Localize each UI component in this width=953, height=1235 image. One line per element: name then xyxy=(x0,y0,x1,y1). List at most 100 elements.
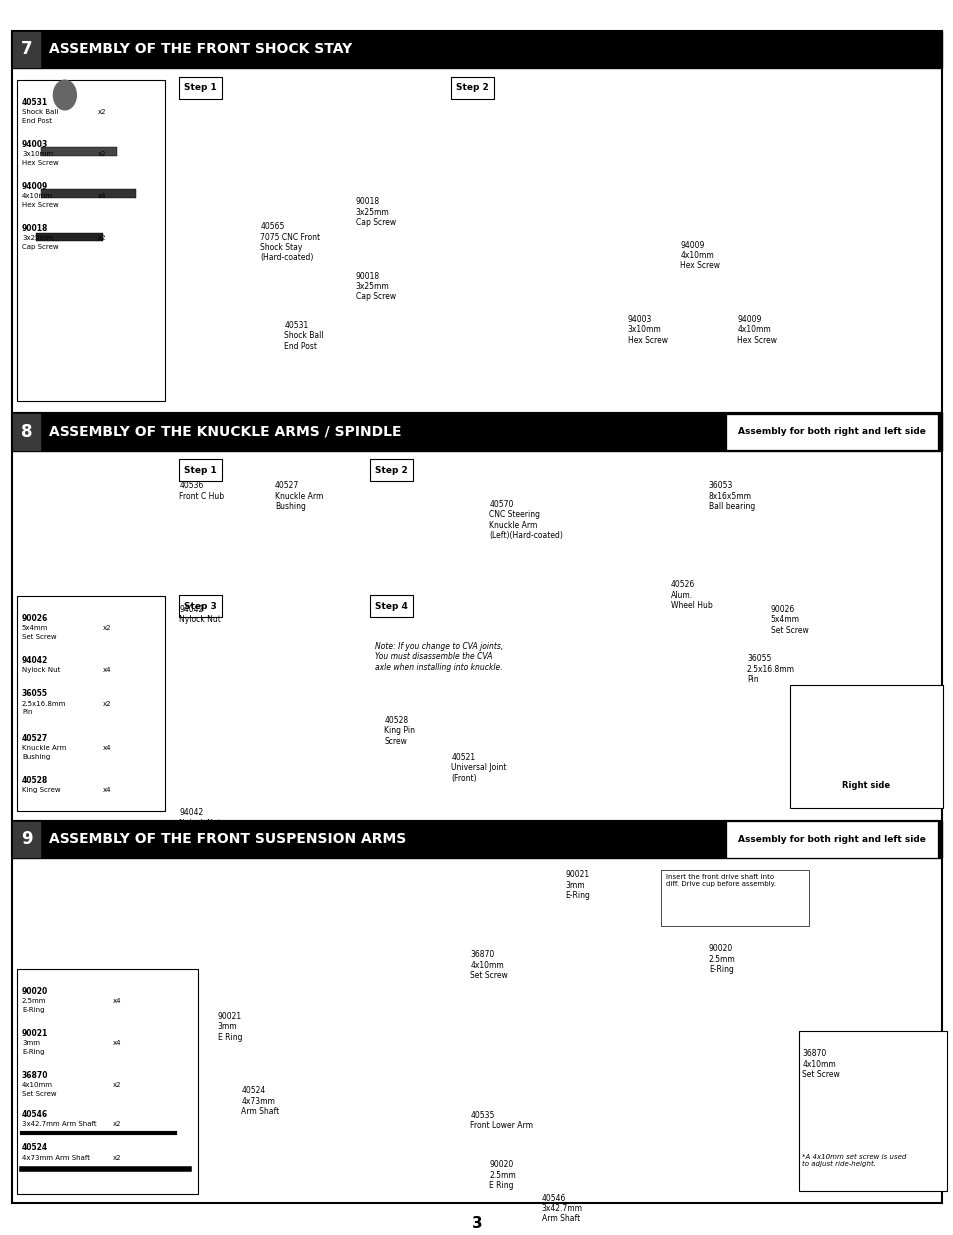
Text: 94042
Nylock Nut: 94042 Nylock Nut xyxy=(179,809,221,827)
Text: 40521
Universal Joint
(Front): 40521 Universal Joint (Front) xyxy=(451,753,506,783)
Text: x4: x4 xyxy=(112,1040,121,1046)
Text: Assembly for both right and left side: Assembly for both right and left side xyxy=(738,427,924,436)
Text: x2: x2 xyxy=(112,1121,121,1128)
Text: Step 2: Step 2 xyxy=(456,83,489,93)
FancyBboxPatch shape xyxy=(370,595,413,618)
FancyBboxPatch shape xyxy=(179,595,222,618)
Text: Bushing: Bushing xyxy=(22,753,51,760)
Text: x2: x2 xyxy=(98,151,107,157)
Bar xyxy=(12,414,941,821)
Text: 40528: 40528 xyxy=(22,776,49,784)
Text: x2: x2 xyxy=(98,235,107,241)
Text: 40570
CNC Steering
Knuckle Arm
(Left)(Hard-coated): 40570 CNC Steering Knuckle Arm (Left)(Ha… xyxy=(489,500,562,540)
Text: 40535
Front Lower Arm: 40535 Front Lower Arm xyxy=(470,1110,533,1130)
Text: x4: x4 xyxy=(103,787,112,793)
Text: 40524: 40524 xyxy=(22,1144,48,1152)
FancyBboxPatch shape xyxy=(12,414,941,451)
Text: 36870
4x10mm
Set Screw: 36870 4x10mm Set Screw xyxy=(470,951,508,981)
Text: 40536
Front C Hub: 40536 Front C Hub xyxy=(179,482,224,500)
Text: 94042
Nylock Nut: 94042 Nylock Nut xyxy=(179,605,221,624)
Text: 40526
Alum.
Wheel Hub: 40526 Alum. Wheel Hub xyxy=(670,580,712,610)
Text: 94003
3x10mm
Hex Screw: 94003 3x10mm Hex Screw xyxy=(627,315,667,345)
Text: Shock Ball: Shock Ball xyxy=(22,110,58,115)
Bar xyxy=(789,685,942,809)
Text: Hex Screw: Hex Screw xyxy=(22,201,59,207)
Text: Step 2: Step 2 xyxy=(375,466,408,474)
FancyBboxPatch shape xyxy=(451,77,494,99)
Text: Step 4: Step 4 xyxy=(375,601,408,610)
Text: Step 1: Step 1 xyxy=(184,466,217,474)
Text: x4: x4 xyxy=(98,193,107,199)
Bar xyxy=(17,80,165,401)
Circle shape xyxy=(53,80,76,110)
Text: 90020: 90020 xyxy=(22,987,49,995)
Text: 4x10mm: 4x10mm xyxy=(22,193,52,199)
Text: x2: x2 xyxy=(112,1082,121,1088)
Text: 9: 9 xyxy=(21,830,32,848)
Text: 3x25mm: 3x25mm xyxy=(22,235,52,241)
Text: 94042: 94042 xyxy=(22,656,49,664)
Text: 40527
Knuckle Arm
Bushing: 40527 Knuckle Arm Bushing xyxy=(274,482,323,511)
Text: 2.5mm: 2.5mm xyxy=(22,998,47,1004)
Text: Right side: Right side xyxy=(841,781,889,790)
Text: 40528
King Pin
Screw: 40528 King Pin Screw xyxy=(384,716,415,746)
Text: 90020
2.5mm
E-Ring: 90020 2.5mm E-Ring xyxy=(708,945,735,974)
Text: 3: 3 xyxy=(471,1215,482,1231)
FancyBboxPatch shape xyxy=(726,415,936,450)
Bar xyxy=(36,232,103,241)
Bar xyxy=(12,821,941,1203)
Text: 90018: 90018 xyxy=(22,224,49,233)
Text: 40546
3x42.7mm
Arm Shaft: 40546 3x42.7mm Arm Shaft xyxy=(541,1193,582,1224)
Text: x2: x2 xyxy=(103,700,112,706)
Text: 2.5x16.8mm: 2.5x16.8mm xyxy=(22,700,67,706)
Bar xyxy=(41,189,136,198)
Text: ASSEMBLY OF THE KNUCKLE ARMS / SPINDLE: ASSEMBLY OF THE KNUCKLE ARMS / SPINDLE xyxy=(49,425,400,438)
FancyBboxPatch shape xyxy=(179,77,222,99)
Text: x4: x4 xyxy=(112,998,121,1004)
Text: E-Ring: E-Ring xyxy=(22,1007,45,1013)
Text: 4x10mm: 4x10mm xyxy=(22,1082,52,1088)
Text: x4: x4 xyxy=(103,667,112,673)
Text: 90021: 90021 xyxy=(22,1029,49,1037)
Text: Knuckle Arm: Knuckle Arm xyxy=(22,745,66,751)
Text: 90021
3mm
E Ring: 90021 3mm E Ring xyxy=(217,1013,242,1042)
Text: Step 1: Step 1 xyxy=(184,83,217,93)
Bar xyxy=(41,147,117,156)
FancyBboxPatch shape xyxy=(12,31,41,68)
Text: Hex Screw: Hex Screw xyxy=(22,159,59,165)
Text: 36055: 36055 xyxy=(22,689,48,698)
Text: Set Screw: Set Screw xyxy=(22,634,56,640)
Text: 36870
4x10mm
Set Screw: 36870 4x10mm Set Screw xyxy=(801,1049,840,1079)
Text: King Screw: King Screw xyxy=(22,787,60,793)
Text: 90018
3x25mm
Cap Screw: 90018 3x25mm Cap Screw xyxy=(355,272,395,301)
FancyBboxPatch shape xyxy=(179,459,222,482)
Text: 36870: 36870 xyxy=(22,1071,49,1079)
Text: 3mm: 3mm xyxy=(22,1040,40,1046)
Text: *A 4x10mm set screw is used
to adjust ride-height.: *A 4x10mm set screw is used to adjust ri… xyxy=(801,1153,905,1167)
Text: 90026
5x4mm
Set Screw: 90026 5x4mm Set Screw xyxy=(770,605,808,635)
Text: 90021
3mm
E-Ring: 90021 3mm E-Ring xyxy=(565,871,590,900)
Text: 40531
Shock Ball
End Post: 40531 Shock Ball End Post xyxy=(284,321,324,351)
FancyBboxPatch shape xyxy=(370,459,413,482)
Text: 8: 8 xyxy=(21,424,32,441)
FancyBboxPatch shape xyxy=(12,414,41,451)
Text: Cap Screw: Cap Screw xyxy=(22,243,58,249)
Text: Insert the front drive shaft into
diff. Drive cup before assembly.: Insert the front drive shaft into diff. … xyxy=(665,874,775,887)
Text: 94009
4x10mm
Hex Screw: 94009 4x10mm Hex Screw xyxy=(737,315,777,345)
FancyBboxPatch shape xyxy=(726,823,936,857)
Text: x2: x2 xyxy=(112,1155,121,1161)
Text: 36053
8x16x5mm
Ball bearing: 36053 8x16x5mm Ball bearing xyxy=(708,482,754,511)
Text: E-Ring: E-Ring xyxy=(22,1049,45,1055)
Text: 40565
7075 CNC Front
Shock Stay
(Hard-coated): 40565 7075 CNC Front Shock Stay (Hard-co… xyxy=(260,222,320,262)
Text: 7: 7 xyxy=(21,41,32,58)
Text: 94009
4x10mm
Hex Screw: 94009 4x10mm Hex Screw xyxy=(679,241,720,270)
Text: 40524
4x73mm
Arm Shaft: 40524 4x73mm Arm Shaft xyxy=(241,1086,279,1116)
Text: Nylock Nut: Nylock Nut xyxy=(22,667,60,673)
Text: 90018
3x25mm
Cap Screw: 90018 3x25mm Cap Screw xyxy=(355,198,395,227)
Text: 94003: 94003 xyxy=(22,140,49,149)
Text: Assembly for both right and left side: Assembly for both right and left side xyxy=(738,835,924,844)
Text: 40527: 40527 xyxy=(22,734,49,742)
Text: 94009: 94009 xyxy=(22,182,49,191)
Text: x2: x2 xyxy=(103,625,112,631)
Text: 3x42.7mm Arm Shaft: 3x42.7mm Arm Shaft xyxy=(22,1121,96,1128)
